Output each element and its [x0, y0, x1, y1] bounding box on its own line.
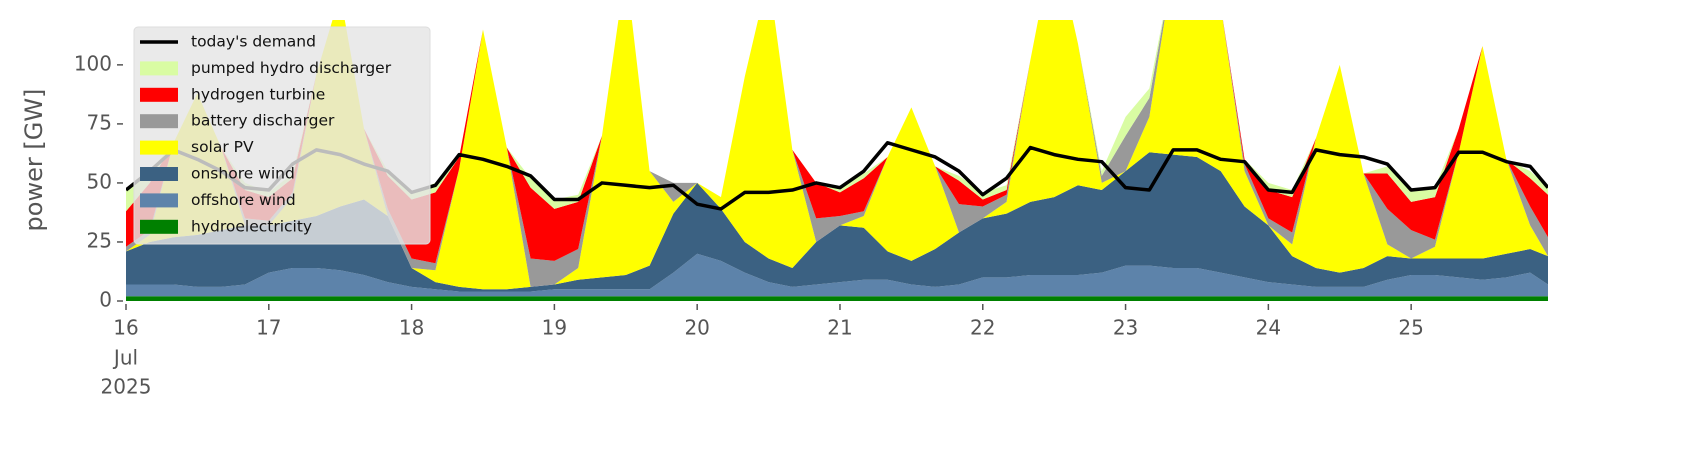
- legend-label: battery discharger: [191, 112, 335, 130]
- x-tick-sublabel: Jul: [112, 346, 138, 370]
- y-tick-label: 50: [87, 169, 112, 193]
- y-tick-label: 100: [74, 51, 112, 75]
- legend-swatch: [140, 193, 178, 208]
- y-tick-label: 75: [87, 110, 112, 134]
- legend-label: offshore wind: [191, 191, 296, 209]
- x-tick-label: 20: [684, 316, 709, 340]
- legend-label: hydroelectricity: [191, 217, 312, 235]
- area: [126, 20, 1548, 290]
- x-tick-label: 17: [256, 316, 281, 340]
- legend-box: [133, 26, 431, 245]
- legend-swatch: [140, 87, 178, 102]
- axes: 0 25 50 75 100 16 Jul 2025 17 18 19 20 21 22 23 24 25: [74, 51, 1424, 398]
- area: [126, 152, 1548, 292]
- area: [126, 253, 1548, 297]
- x-tick-label: 25: [1398, 316, 1423, 340]
- legend-swatch: [140, 219, 178, 234]
- legend-swatch: [140, 140, 178, 155]
- legend-label: onshore wind: [191, 165, 295, 183]
- legend-label: pumped hydro discharger: [191, 59, 392, 77]
- x-tick-label: 23: [1113, 316, 1138, 340]
- x-tick-sublabel: 2025: [101, 375, 152, 399]
- x-tick-label: 16: [113, 316, 138, 340]
- y-tick-label: 0: [99, 288, 112, 312]
- area: [126, 20, 1548, 264]
- y-tick-label: 25: [87, 228, 112, 252]
- legend-swatch: [140, 167, 178, 181]
- y-axis-label: power [GW]: [20, 89, 48, 232]
- x-tick-label: 18: [399, 316, 424, 340]
- legend-swatch: [140, 61, 178, 76]
- legend-label: hydrogen turbine: [191, 85, 325, 103]
- legend-label: today's demand: [191, 33, 316, 51]
- area: [126, 296, 1548, 301]
- legend-swatch: [140, 114, 178, 129]
- legend-label: solar PV: [191, 138, 254, 156]
- legend: today's demand pumped hydro discharger hyd…: [133, 26, 431, 245]
- x-tick-label: 22: [970, 316, 995, 340]
- x-tick-label: 21: [827, 316, 852, 340]
- x-tick-label: 24: [1256, 316, 1281, 340]
- x-tick-label: 19: [542, 316, 567, 340]
